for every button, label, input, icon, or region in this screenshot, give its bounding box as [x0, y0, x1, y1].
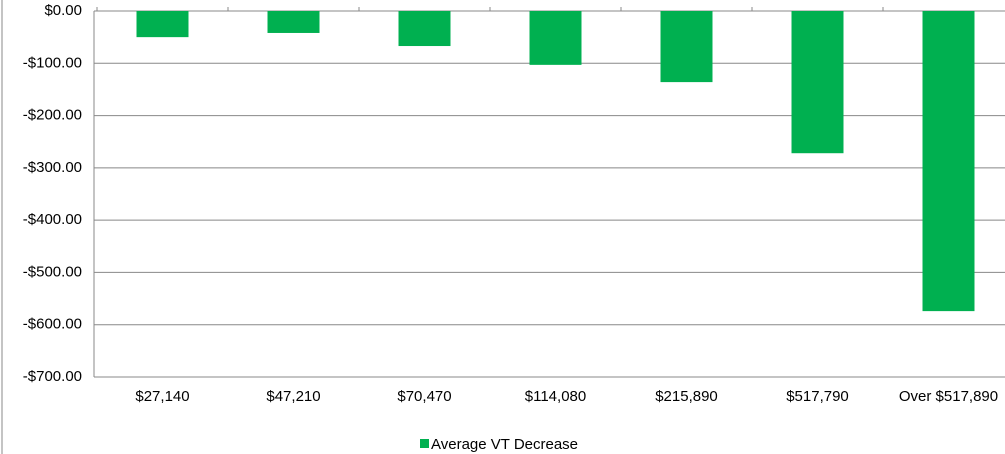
bar	[136, 11, 189, 38]
x-tick-label: Over $517,890	[899, 388, 998, 405]
y-tick-label: -$500.00	[23, 263, 82, 280]
x-tick-label: $47,210	[266, 388, 320, 405]
y-tick-label: -$300.00	[23, 159, 82, 176]
bar	[529, 11, 582, 65]
y-tick-label: $0.00	[44, 2, 82, 19]
y-tick-label: -$200.00	[23, 107, 82, 124]
x-tick-label: $517,790	[786, 388, 849, 405]
x-tick-label: $114,080	[525, 388, 586, 405]
bar	[398, 11, 451, 47]
y-tick-label: -$400.00	[23, 211, 82, 228]
y-tick-label: -$600.00	[23, 316, 82, 333]
bar	[791, 11, 844, 154]
x-tick-label: $27,140	[135, 388, 189, 405]
bar	[660, 11, 713, 83]
bar	[267, 11, 320, 33]
legend-label: Average VT Decrease	[431, 436, 578, 453]
legend-swatch	[420, 439, 429, 448]
x-tick-label: $70,470	[397, 388, 451, 405]
x-tick-label: $215,890	[655, 388, 718, 405]
y-tick-label: -$700.00	[23, 368, 82, 385]
y-tick-label: -$100.00	[23, 54, 82, 71]
bar	[922, 11, 975, 312]
